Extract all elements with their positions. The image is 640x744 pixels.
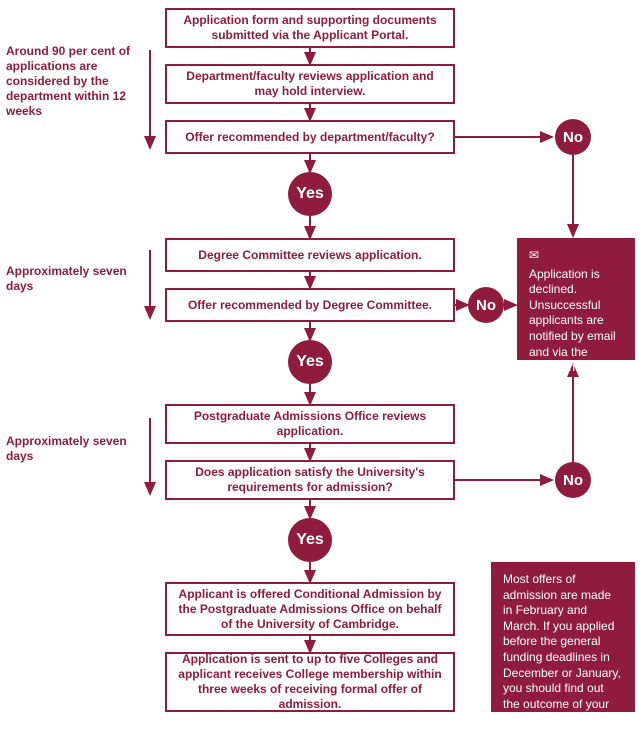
decision-dept-offer: Offer recommended by department/faculty? [165,120,455,154]
no-badge-3: No [555,462,591,498]
note-seven-days-2: Approximately seven days [6,434,138,464]
note-text: Approximately seven days [6,434,127,463]
no-label: No [476,297,496,314]
step-text: Application form and supporting document… [177,13,443,43]
info-text: Most offers of admission are made in Feb… [503,572,621,742]
step-text: Applicant is offered Conditional Admissi… [177,587,443,632]
note-12-weeks: Around 90 per cent of applications are c… [6,44,138,119]
step-dept-review: Department/faculty reviews application a… [165,64,455,104]
note-seven-days-1: Approximately seven days [6,264,138,294]
info-declined: ✉ Application is declined. Unsuccessful … [517,238,635,360]
decision-university-req: Does application satisfy the University'… [165,460,455,500]
step-conditional-offer: Applicant is offered Conditional Admissi… [165,582,455,636]
step-text: Degree Committee reviews application. [198,248,421,263]
no-label: No [563,472,583,489]
step-text: Does application satisfy the University'… [177,465,443,495]
note-text: Approximately seven days [6,264,127,293]
yes-badge-3: Yes [288,518,332,562]
mail-icon: ✉ [529,248,623,264]
no-label: No [563,129,583,146]
step-text: Department/faculty reviews application a… [177,69,443,99]
note-text: Around 90 per cent of applications are c… [6,44,130,118]
yes-badge-1: Yes [288,172,332,216]
decision-degree-offer: Offer recommended by Degree Committee. [165,288,455,322]
step-text: Postgraduate Admissions Office reviews a… [177,409,443,439]
step-pao-review: Postgraduate Admissions Office reviews a… [165,404,455,444]
yes-badge-2: Yes [288,340,332,384]
step-degree-committee: Degree Committee reviews application. [165,238,455,272]
step-submit: Application form and supporting document… [165,8,455,48]
step-text: Offer recommended by Degree Committee. [188,298,432,313]
yes-label: Yes [296,185,324,203]
info-text: Application is declined. Unsuccessful ap… [529,267,616,375]
yes-label: Yes [296,531,324,549]
step-text: Offer recommended by department/faculty? [185,130,434,145]
step-text: Application is sent to up to five Colleg… [177,652,443,712]
yes-label: Yes [296,353,324,371]
info-offers: Most offers of admission are made in Feb… [491,562,635,712]
step-college-membership: Application is sent to up to five Colleg… [165,652,455,712]
no-badge-2: No [468,287,504,323]
no-badge-1: No [555,119,591,155]
